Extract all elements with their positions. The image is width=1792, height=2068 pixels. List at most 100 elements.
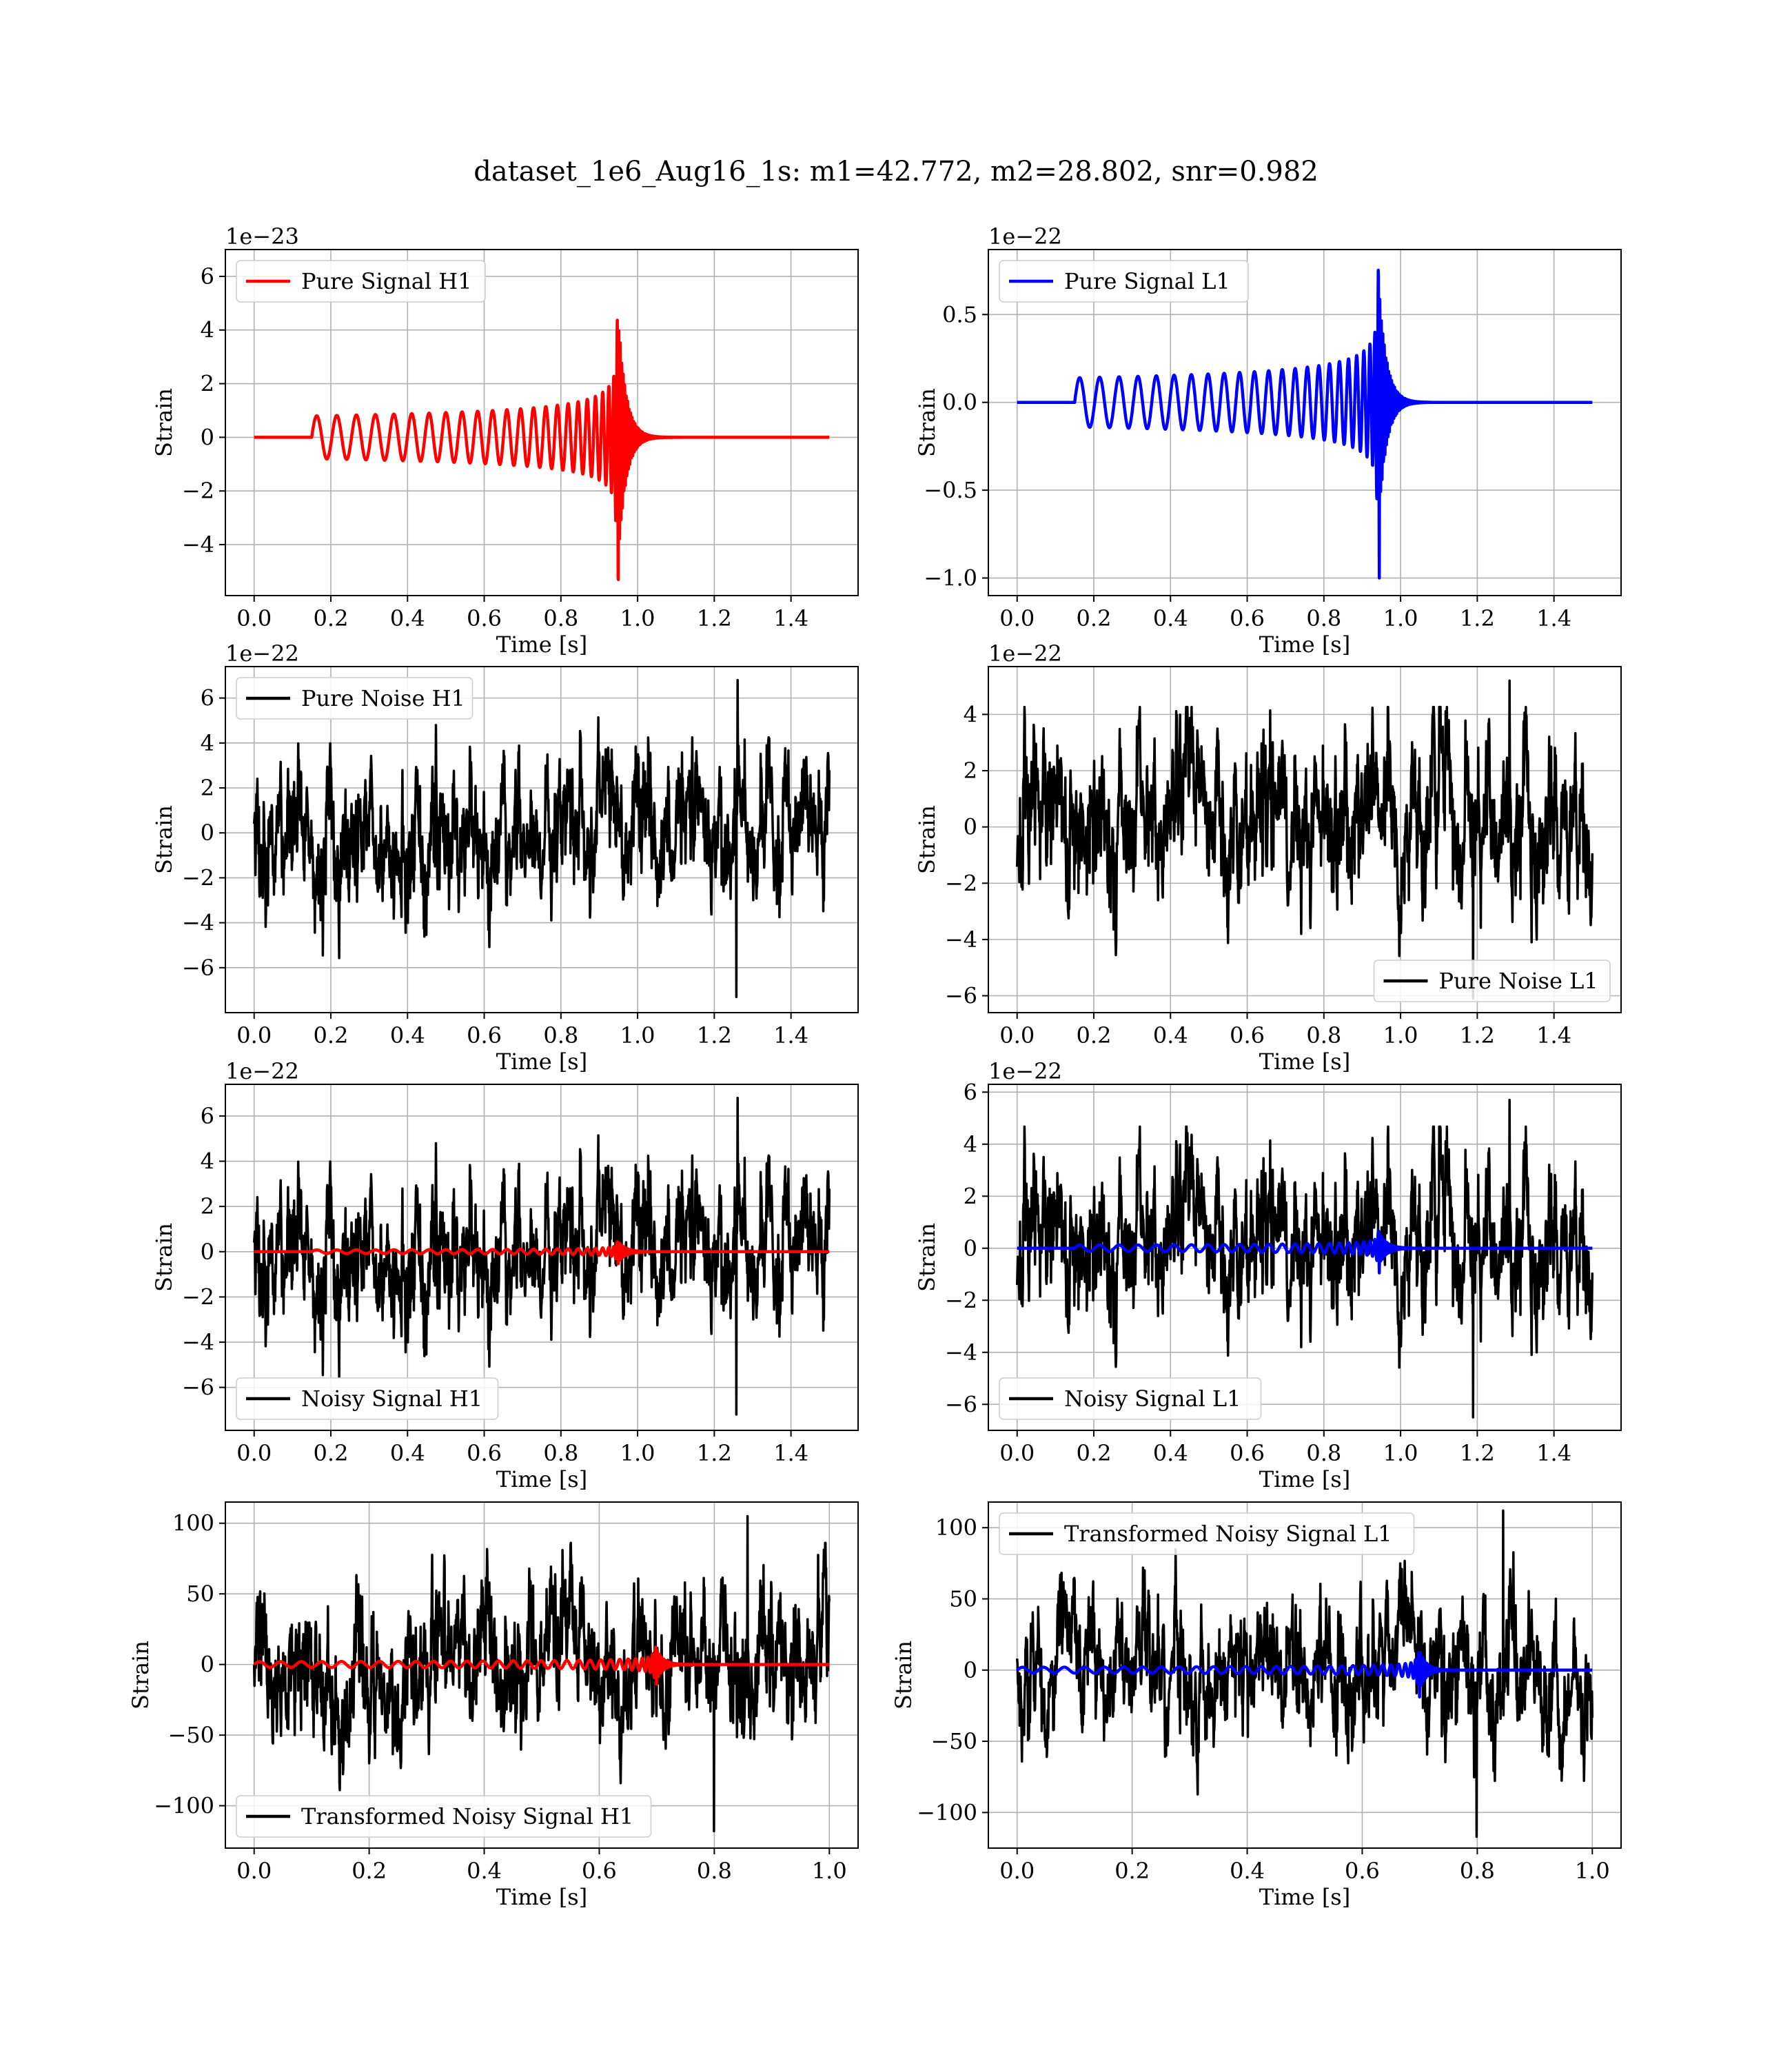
legend-box [999,1512,1415,1555]
y-tick-label: −4 [945,1339,977,1366]
y-tick-label: 0 [964,1235,977,1261]
y-axis-label: Strain [151,388,177,457]
axes-frame [988,249,1622,596]
y-tick-label: 2 [964,1183,977,1209]
y-tick-label: 4 [201,1148,214,1175]
series-line-1-0 [1017,268,1594,580]
series-line-6-0 [252,1514,831,1833]
y-tick-label: 0.5 [942,301,977,327]
y-tick-label: 0.0 [942,389,977,416]
x-tick-label: 0.4 [1230,1858,1265,1884]
series-line-5-0 [1015,1098,1594,1419]
series-line-2-0 [252,678,831,998]
x-axis-label: Time [s] [496,631,587,658]
x-tick-label: 0.8 [1460,1858,1495,1884]
y-tick-label: 0 [201,424,214,450]
y-axis-label: Strain [890,1641,917,1710]
x-tick-label: 1.2 [697,605,732,631]
y-tick-label: 6 [201,685,214,711]
x-axis-label: Time [s] [496,1466,587,1492]
x-tick-label: 1.4 [773,1022,808,1048]
x-tick-label: 1.0 [620,1440,655,1466]
x-tick-label: 0.4 [1153,1022,1188,1048]
axis-offset-text: 1e−22 [988,1058,1062,1084]
x-axis-label: Time [s] [1259,631,1350,658]
x-tick-label: 0.2 [314,605,349,631]
y-tick-label: −6 [945,983,977,1009]
legend: Transformed Noisy Signal L1 [999,1512,1415,1555]
y-axis-label: Strain [914,388,940,457]
x-tick-label: 0.4 [467,1858,502,1884]
figure-title: dataset_1e6_Aug16_1s: m1=42.772, m2=28.8… [474,156,1318,187]
axis-offset-text: 1e−22 [988,640,1062,667]
subplot-2: 0.0 0.2 0.4 0.6 0.8 1.0 1.2 1.4 −6 −4 −2 0 2 4 6 Time [… [151,640,859,1075]
subplot-7: 0.0 0.2 0.4 0.6 0.8 1.0 −100 −50 0 50 100 Time [s] S… [890,1501,1622,1910]
x-tick-label: 0.0 [999,1022,1035,1048]
y-tick-label: −2 [182,864,214,891]
series-line-5-1 [1017,1230,1594,1275]
subplot-6: 0.0 0.2 0.4 0.6 0.8 1.0 −100 −50 0 50 100 Time [s] S… [128,1501,859,1910]
x-tick-label: 0.0 [236,1440,272,1466]
x-tick-label: 0.0 [236,1022,272,1048]
legend-box [236,677,474,720]
y-tick-label: −4 [182,910,214,936]
x-tick-label: 1.0 [1575,1858,1610,1884]
x-tick-label: 0.6 [582,1858,617,1884]
y-tick-label: 0 [964,1657,977,1683]
legend-box [999,1377,1262,1420]
legend-label: Transformed Noisy Signal H1 [301,1803,633,1829]
x-tick-label: 1.4 [1536,605,1571,631]
axes-frame [225,249,859,596]
series-line-3-0 [1015,679,1594,1000]
axis-offset-text: 1e−22 [225,640,299,667]
y-tick-label: 50 [949,1585,977,1612]
legend: Pure Noise H1 [236,677,474,720]
series-line-6-1 [252,1645,831,1686]
x-tick-label: 1.2 [697,1022,732,1048]
x-tick-label: 0.8 [1306,1022,1341,1048]
series-line-4-1 [254,1240,831,1266]
y-tick-label: −6 [945,1391,977,1417]
legend: Noisy Signal H1 [236,1377,499,1420]
x-tick-label: 1.0 [812,1858,847,1884]
x-tick-label: 1.2 [697,1440,732,1466]
axes-frame [988,666,1622,1013]
legend-label: Noisy Signal H1 [301,1386,482,1412]
x-tick-label: 1.0 [1383,605,1418,631]
series-line-7-0 [1015,1509,1594,1838]
legend-box [236,1795,652,1838]
x-tick-label: 0.4 [390,1022,425,1048]
legend: Noisy Signal L1 [999,1377,1262,1420]
axes-frame [225,1084,859,1431]
legend-label: Transformed Noisy Signal L1 [1064,1521,1392,1547]
y-tick-label: −2 [945,1287,977,1313]
subplot-4: 0.0 0.2 0.4 0.6 0.8 1.0 1.2 1.4 −6 −4 −2 0 2 4 6 Time [… [151,1058,859,1492]
x-axis-label: Time [s] [1259,1048,1350,1075]
legend: Pure Signal L1 [999,260,1249,303]
y-tick-label: 6 [201,263,214,290]
x-axis-label: Time [s] [496,1048,587,1075]
y-tick-label: 0 [201,820,214,846]
x-tick-label: 0.6 [1230,605,1265,631]
y-tick-label: 50 [186,1581,214,1607]
x-tick-label: 0.6 [467,605,502,631]
x-tick-label: 0.2 [1114,1858,1150,1884]
legend-box [999,260,1249,303]
y-tick-label: 4 [201,317,214,343]
y-tick-label: 0 [201,1652,214,1678]
series-line-0-0 [254,318,831,581]
y-tick-label: 6 [201,1103,214,1129]
legend: Transformed Noisy Signal H1 [236,1795,652,1838]
y-tick-label: 2 [201,775,214,801]
x-tick-label: 0.0 [999,1440,1035,1466]
x-tick-label: 0.2 [314,1022,349,1048]
x-tick-label: 0.8 [1306,605,1341,631]
x-tick-label: 0.6 [467,1440,502,1466]
legend-label: Pure Noise L1 [1439,968,1598,994]
x-tick-label: 0.2 [1077,1440,1112,1466]
axes-frame [225,666,859,1013]
x-tick-label: 0.8 [543,605,578,631]
axes-frame [988,1501,1622,1849]
x-tick-label: 0.0 [999,605,1035,631]
